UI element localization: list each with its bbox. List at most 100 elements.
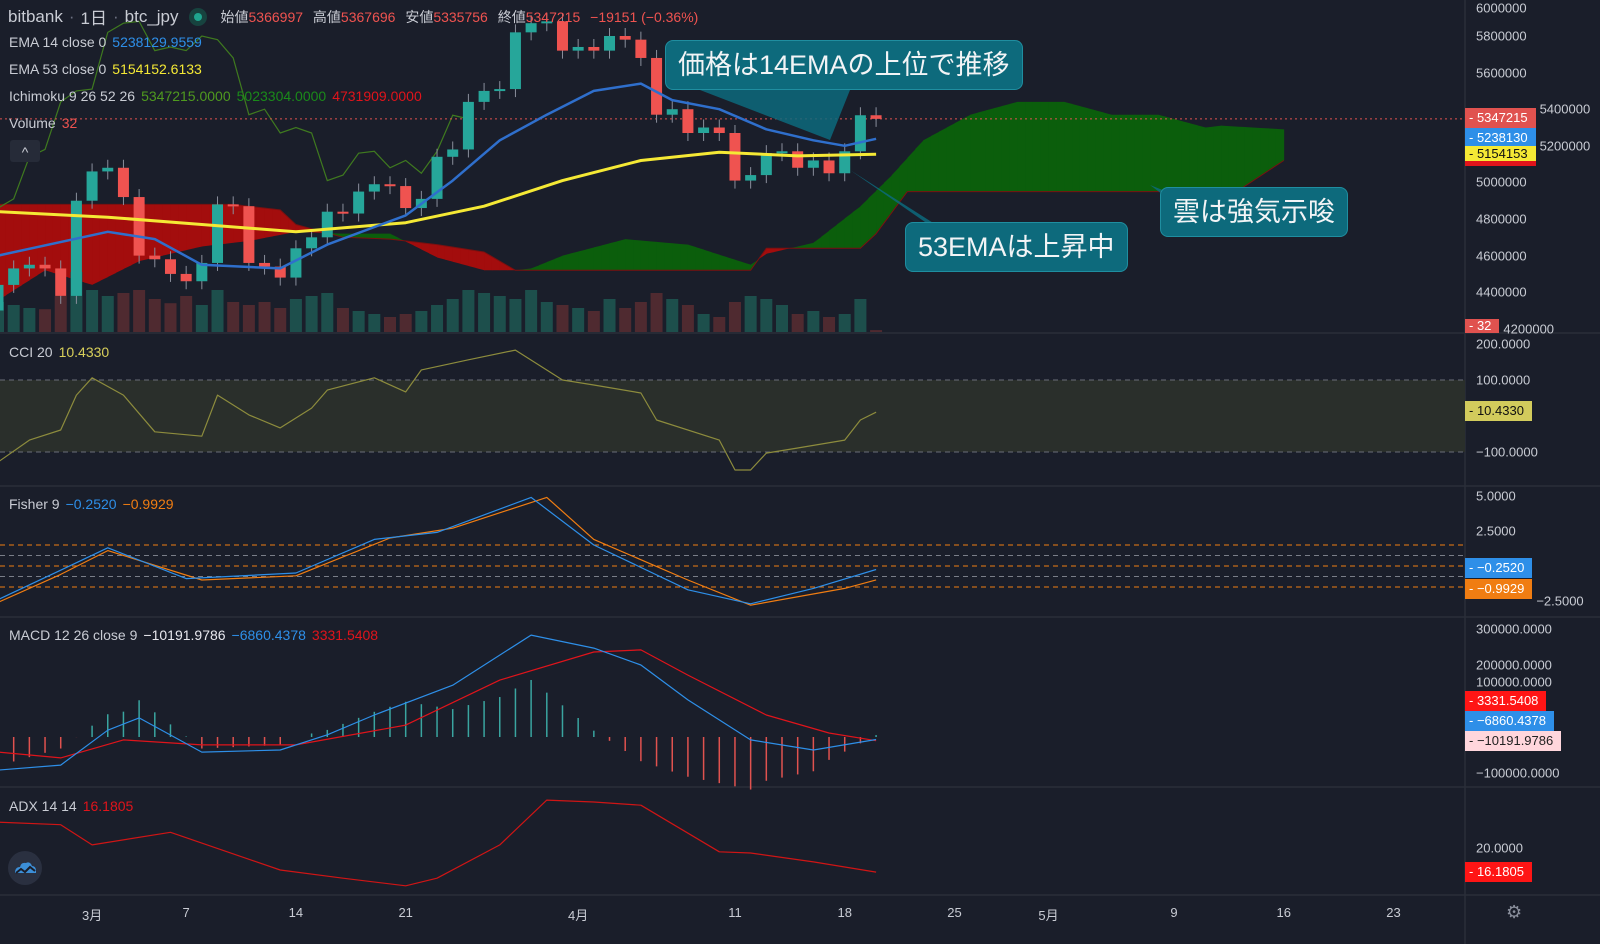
ichimoku-cloud-segment	[876, 182, 885, 234]
candle	[494, 89, 506, 92]
ichimoku-cloud-segment	[554, 255, 563, 271]
cci-tick-label: 200.0000	[1476, 336, 1531, 352]
annotation-callout[interactable]: 価格は14EMAの上位で推移	[665, 40, 1023, 90]
ichimoku-cloud-segment	[1189, 123, 1198, 192]
low-value: 5335756	[433, 8, 488, 25]
legend-value: 5238129.9559	[112, 34, 202, 50]
exchange-name: bitbank	[8, 6, 63, 26]
ichimoku-cloud-segment	[186, 204, 195, 251]
legend-macd[interactable]: MACD 12 26 close 9 −10191.9786 −6860.4378 3…	[9, 627, 384, 643]
ichimoku-cloud-segment	[601, 243, 610, 271]
candle	[180, 273, 192, 282]
candle	[698, 127, 710, 133]
cci-tick-label: 100.0000	[1476, 372, 1531, 388]
price-tick-label: 4600000	[1476, 248, 1527, 264]
ichimoku-cloud-segment	[366, 233, 375, 239]
ichimoku-cloud-segment	[868, 190, 877, 241]
settings-gear-icon[interactable]: ⚙	[1506, 902, 1523, 922]
fisher-trigger-marker: −0.9929	[1465, 579, 1533, 599]
legend-ichimoku[interactable]: Ichimoku 9 26 52 26 5347215.0000 5023304.0…	[9, 88, 428, 104]
volume-bar	[54, 296, 67, 332]
volume-bar	[258, 302, 271, 332]
ichimoku-cloud-segment	[852, 206, 861, 249]
legend-label: EMA 53 close 0	[9, 61, 107, 77]
candle	[133, 197, 145, 256]
price-tick-label: 5200000	[1539, 138, 1591, 154]
ichimoku-cloud-segment	[797, 244, 806, 249]
cci-pane[interactable]	[0, 349, 1465, 471]
ichimoku-cloud-segment	[570, 251, 579, 271]
legend-label: MACD 12 26 close 9	[9, 627, 138, 643]
ichimoku-cloud-segment	[625, 239, 634, 271]
annotation-callout[interactable]: 53EMAは上昇中	[905, 222, 1128, 272]
interval[interactable]: 1日	[80, 9, 107, 28]
candle	[604, 36, 616, 51]
ichimoku-cloud-segment	[1079, 106, 1089, 192]
open-value: 5366997	[248, 8, 304, 25]
ichimoku-cloud-segment	[711, 252, 720, 271]
ichimoku-cloud-segment	[899, 157, 908, 203]
volume-bar	[603, 299, 616, 332]
legend-ema14[interactable]: EMA 14 close 0 5238129.9559	[9, 34, 208, 50]
ichimoku-cloud-segment	[1087, 108, 1096, 192]
candle	[8, 268, 20, 285]
ichimoku-cloud-segment	[170, 204, 179, 254]
ichimoku-cloud-segment	[687, 244, 697, 271]
candle	[478, 90, 490, 102]
ichimoku-cloud-segment	[52, 204, 62, 276]
candle	[666, 109, 678, 115]
ichimoku-cloud-segment	[460, 248, 469, 266]
time-tick-label: 7	[182, 905, 190, 920]
ichimoku-lagging-span-line	[0, 20, 469, 208]
legend-value: 10.4330	[58, 344, 110, 360]
ichimoku-cloud-segment	[1064, 101, 1073, 192]
ichimoku-cloud-segment	[37, 204, 46, 276]
candle	[682, 109, 694, 133]
legend-value: 32	[61, 115, 78, 131]
ichimoku-cloud-segment	[578, 249, 587, 271]
macd-pane[interactable]	[0, 634, 877, 790]
volume-bar	[681, 305, 694, 332]
ichimoku-cloud-segment	[774, 248, 783, 252]
legend-cci[interactable]: CCI 20 10.4330	[9, 344, 115, 360]
candle	[259, 262, 271, 267]
time-tick-label: 11	[728, 905, 742, 920]
fisher-pane[interactable]	[0, 496, 1465, 606]
ichimoku-cloud-segment	[1166, 116, 1175, 192]
tradingview-logo-icon[interactable]	[8, 851, 42, 885]
fisher-marker: −0.2520	[1465, 558, 1533, 578]
price-pane[interactable]	[0, 13, 1465, 332]
adx-pane[interactable]	[0, 799, 877, 887]
legend-value: 5023304.0000	[236, 88, 327, 104]
volume-bar	[525, 290, 538, 332]
candle	[870, 115, 882, 119]
symbol-header[interactable]: bitbank · 1日 · btc_jpy	[8, 4, 207, 29]
low-label: 安値	[405, 8, 434, 25]
time-tick-label: 18	[837, 905, 852, 920]
volume-bar	[148, 299, 161, 332]
legend-ema53[interactable]: EMA 53 close 0 5154152.6133	[9, 61, 208, 77]
legend-volume[interactable]: Volume 32	[9, 115, 83, 131]
candle	[635, 39, 647, 58]
legend-adx[interactable]: ADX 14 14 16.1805	[9, 798, 139, 814]
ichimoku-cloud-segment	[1252, 127, 1261, 182]
candle	[70, 200, 82, 296]
ichimoku-cloud-segment	[429, 243, 438, 258]
volume-bar	[86, 290, 99, 332]
ichimoku-cloud-segment	[915, 140, 924, 192]
candle	[212, 204, 224, 263]
ichimoku-cloud-segment	[21, 204, 30, 286]
collapse-legend-button[interactable]: ^	[10, 140, 40, 162]
ichimoku-cloud-segment	[562, 253, 571, 271]
ichimoku-cloud-segment	[194, 204, 203, 249]
candle	[588, 46, 600, 51]
ichimoku-cloud-segment	[978, 110, 987, 192]
volume-bar	[211, 290, 224, 332]
volume-bar	[242, 305, 255, 332]
legend-fisher[interactable]: Fisher 9 −0.2520 −0.9929	[9, 496, 180, 512]
ichimoku-cloud-segment	[985, 108, 995, 192]
candle	[384, 184, 396, 187]
symbol-name: btc_jpy	[124, 6, 179, 26]
annotation-callout[interactable]: 雲は強気示唆	[1160, 187, 1348, 237]
